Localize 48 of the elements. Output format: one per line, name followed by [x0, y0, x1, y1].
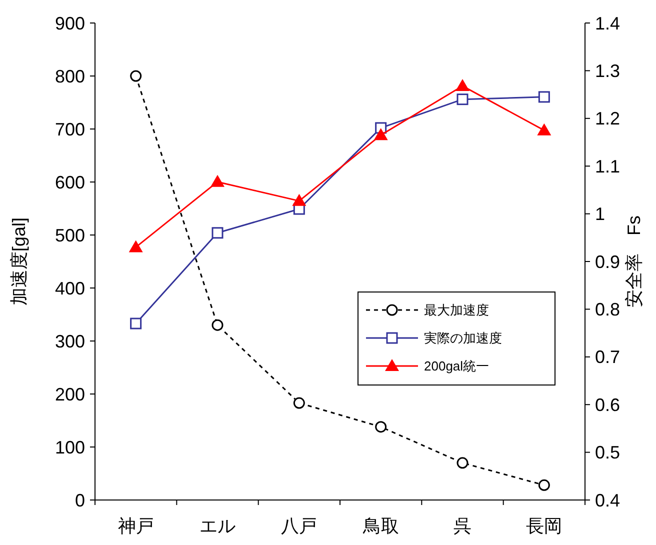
y2-tick-label: 0.8	[595, 300, 620, 320]
y-tick-label: 100	[54, 437, 85, 458]
point	[456, 94, 468, 106]
point	[456, 457, 468, 469]
y2-tick-label: 1.4	[595, 13, 620, 34]
y2-tick-label: 0.4	[595, 490, 620, 510]
point	[128, 240, 143, 252]
point	[292, 194, 306, 206]
x-tick-label: 神戸	[118, 516, 154, 536]
point	[293, 397, 305, 409]
y-tick-label: 200	[54, 384, 85, 404]
point	[538, 479, 550, 491]
y2-tick-label: 1.1	[595, 156, 620, 176]
point	[210, 174, 224, 187]
y2-tick-label: 0.9	[595, 252, 620, 272]
point	[456, 78, 470, 91]
y-tick-label: 300	[54, 331, 85, 352]
x-tick-label: エル	[200, 516, 236, 536]
legend-label: 最大加速度	[424, 302, 489, 318]
y-tick-label: 700	[54, 119, 85, 140]
y-tick-label: 0	[74, 490, 85, 510]
y2-tick-label: 1.3	[595, 61, 620, 81]
x-tick-label: 長岡	[526, 516, 562, 536]
y2-tick-label: 1	[595, 204, 606, 224]
point	[375, 421, 387, 433]
y2-axis-title: 安全率 Fs	[624, 216, 644, 308]
y-tick-label: 500	[54, 225, 85, 246]
y2-tick-label: 0.5	[595, 442, 620, 463]
point	[537, 123, 552, 136]
y-tick-label: 800	[54, 66, 85, 86]
y2-tick-label: 0.6	[595, 394, 620, 415]
x-tick-label: 呉	[454, 516, 472, 536]
point	[130, 70, 142, 82]
point	[130, 318, 142, 330]
y-tick-label: 600	[54, 172, 85, 192]
point	[374, 128, 388, 140]
y2-tick-label: 0.7	[595, 347, 620, 368]
point	[212, 319, 224, 331]
x-tick-label: 鳥取	[362, 516, 399, 536]
y-tick-label: 900	[54, 13, 85, 34]
point	[538, 91, 550, 103]
point	[212, 227, 224, 239]
legend-label: 実際の加速度	[424, 330, 502, 346]
legend-label: 200gal統一	[424, 358, 490, 374]
y-tick-label: 400	[54, 278, 85, 298]
x-tick-label: 八戸	[281, 516, 318, 536]
y2-tick-label: 1.2	[595, 108, 620, 129]
y-axis-title: 加速度[gal]	[9, 217, 29, 306]
